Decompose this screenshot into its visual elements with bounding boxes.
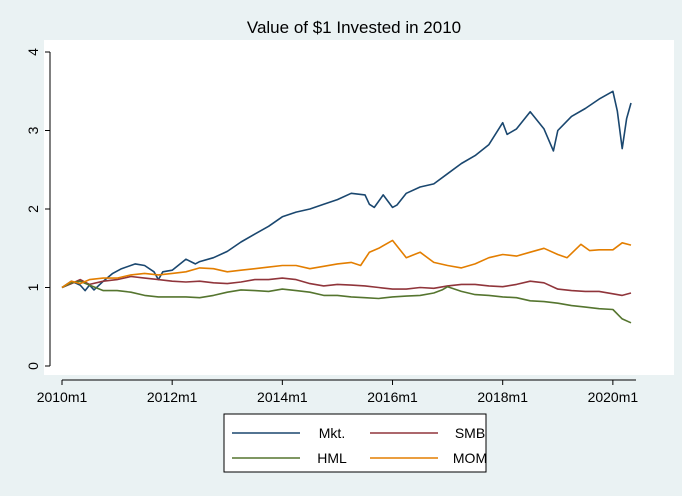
legend-label-mom: MOM bbox=[453, 450, 487, 466]
legend-label-hml: HML bbox=[317, 450, 347, 466]
y-tick-label: 4 bbox=[25, 48, 41, 56]
x-tick-label: 2014m1 bbox=[257, 389, 308, 405]
x-tick-label: 2012m1 bbox=[147, 389, 198, 405]
axes: 0 1 2 3 4 2010m1 2012m1 2014m1 2016m1 2018m1 2020m… bbox=[25, 48, 638, 405]
legend-label-smb: SMB bbox=[455, 425, 485, 441]
x-tick-label: 2010m1 bbox=[37, 389, 88, 405]
legend-box bbox=[223, 413, 487, 473]
y-tick-label: 0 bbox=[25, 362, 41, 370]
y-tick-label: 1 bbox=[25, 283, 41, 291]
chart-title: Value of $1 Invested in 2010 bbox=[247, 18, 461, 37]
series-line-hml bbox=[61, 280, 632, 324]
legend-label-mkt: Mkt. bbox=[319, 425, 345, 441]
x-tick-label: 2018m1 bbox=[477, 389, 528, 405]
series-line-smb bbox=[61, 275, 632, 297]
series-lines bbox=[61, 90, 632, 324]
plot-area bbox=[44, 40, 674, 375]
legend: Mkt. SMB HML MOM bbox=[223, 413, 487, 473]
series-line-mkt bbox=[61, 90, 632, 292]
y-tick-label: 3 bbox=[25, 126, 41, 134]
x-tick-label: 2020m1 bbox=[588, 389, 639, 405]
y-tick-label: 2 bbox=[25, 205, 41, 213]
series-line-mom bbox=[61, 239, 632, 289]
x-tick-label: 2016m1 bbox=[367, 389, 418, 405]
